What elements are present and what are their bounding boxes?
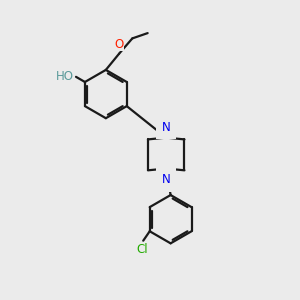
Text: HO: HO bbox=[56, 70, 74, 83]
Text: N: N bbox=[162, 173, 171, 186]
Text: O: O bbox=[115, 38, 124, 51]
Text: N: N bbox=[162, 121, 171, 134]
Text: Cl: Cl bbox=[136, 243, 148, 256]
